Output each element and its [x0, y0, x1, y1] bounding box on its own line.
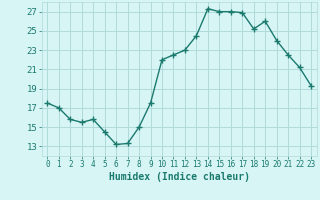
- X-axis label: Humidex (Indice chaleur): Humidex (Indice chaleur): [109, 172, 250, 182]
